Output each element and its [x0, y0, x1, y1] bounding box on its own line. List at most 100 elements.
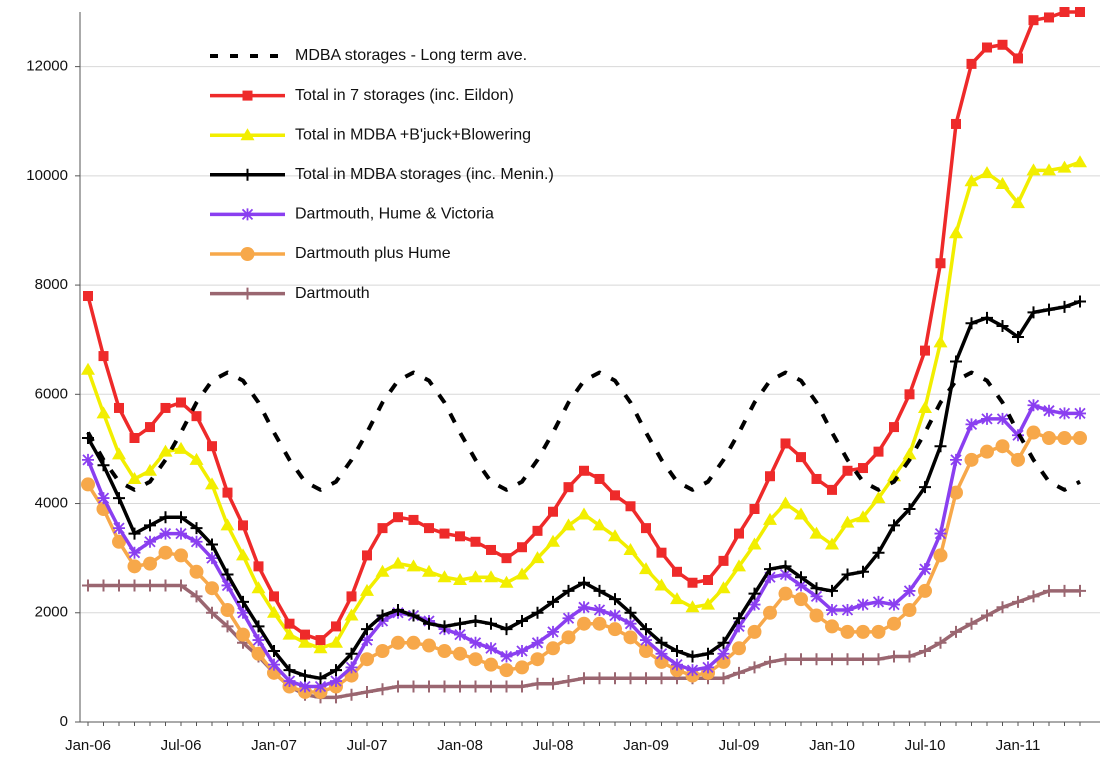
- marker: [454, 680, 466, 693]
- marker: [841, 653, 854, 666]
- marker: [826, 653, 838, 666]
- marker: [252, 620, 265, 633]
- marker: [610, 490, 620, 501]
- marker: [158, 545, 173, 560]
- y-tick-label: 0: [60, 713, 68, 730]
- marker: [1012, 330, 1024, 343]
- marker: [206, 552, 218, 565]
- marker: [315, 635, 326, 646]
- marker: [282, 627, 297, 640]
- marker: [175, 579, 187, 592]
- marker: [455, 531, 465, 542]
- marker: [515, 660, 529, 675]
- marker: [127, 559, 142, 574]
- marker: [934, 636, 947, 649]
- marker: [856, 510, 870, 523]
- marker: [516, 645, 528, 657]
- marker: [205, 477, 219, 490]
- marker: [144, 535, 156, 548]
- marker: [532, 525, 543, 536]
- marker: [269, 591, 279, 602]
- marker: [485, 642, 497, 655]
- marker: [145, 422, 155, 433]
- marker: [406, 559, 421, 572]
- marker: [377, 523, 388, 534]
- marker: [268, 645, 280, 657]
- marker: [996, 601, 1009, 614]
- marker: [980, 166, 994, 179]
- marker: [486, 544, 496, 555]
- marker: [300, 629, 310, 640]
- marker: [485, 617, 497, 630]
- x-tick-label: Jan-09: [623, 737, 669, 754]
- marker: [1058, 584, 1071, 597]
- marker: [129, 433, 140, 443]
- marker: [82, 453, 94, 466]
- marker: [1075, 7, 1085, 17]
- marker: [717, 636, 730, 649]
- marker: [1043, 584, 1055, 597]
- marker: [517, 542, 527, 553]
- marker: [159, 511, 172, 524]
- marker: [220, 603, 235, 618]
- marker: [1012, 595, 1024, 608]
- marker: [686, 650, 699, 663]
- marker: [439, 528, 450, 539]
- marker: [717, 647, 730, 660]
- marker: [888, 650, 900, 663]
- marker: [1027, 590, 1040, 603]
- marker: [361, 634, 373, 647]
- x-tick-label: Jul-10: [905, 737, 946, 754]
- legend-label: Dartmouth plus Hume: [295, 245, 451, 262]
- y-tick-label: 4000: [35, 495, 68, 512]
- marker: [1057, 431, 1072, 445]
- marker: [641, 523, 651, 534]
- marker: [175, 527, 187, 540]
- marker: [330, 675, 342, 688]
- marker: [624, 672, 637, 685]
- x-tick-label: Jan-11: [996, 737, 1041, 754]
- legend-label: Dartmouth: [295, 285, 370, 302]
- marker: [903, 503, 916, 515]
- marker: [608, 529, 622, 542]
- marker: [314, 672, 327, 685]
- marker: [733, 666, 745, 679]
- marker: [98, 351, 109, 362]
- marker: [671, 658, 683, 671]
- marker: [579, 465, 589, 476]
- marker: [593, 584, 606, 597]
- marker: [500, 650, 513, 663]
- marker: [888, 519, 900, 532]
- marker: [1074, 584, 1086, 597]
- marker: [1073, 155, 1087, 168]
- series: [83, 7, 1085, 646]
- marker: [360, 652, 374, 667]
- marker: [996, 412, 1009, 425]
- marker: [128, 546, 141, 559]
- y-tick-label: 2000: [35, 604, 68, 621]
- marker: [283, 664, 296, 677]
- marker: [1074, 407, 1086, 420]
- marker: [871, 491, 886, 504]
- marker: [174, 548, 188, 563]
- marker: [112, 447, 126, 460]
- marker: [190, 590, 203, 603]
- marker: [733, 620, 745, 633]
- marker: [283, 675, 296, 688]
- marker: [1073, 431, 1087, 445]
- marker: [220, 518, 235, 531]
- x-tick-label: Jul-06: [161, 737, 202, 754]
- marker: [1059, 7, 1070, 17]
- marker: [174, 441, 188, 454]
- marker: [391, 635, 405, 650]
- marker: [252, 634, 265, 647]
- marker: [143, 556, 157, 571]
- marker: [240, 247, 255, 261]
- marker: [733, 612, 745, 625]
- marker: [639, 644, 653, 658]
- marker: [841, 604, 854, 617]
- marker: [919, 645, 931, 657]
- marker: [563, 482, 574, 493]
- marker: [578, 601, 590, 614]
- marker: [562, 584, 575, 597]
